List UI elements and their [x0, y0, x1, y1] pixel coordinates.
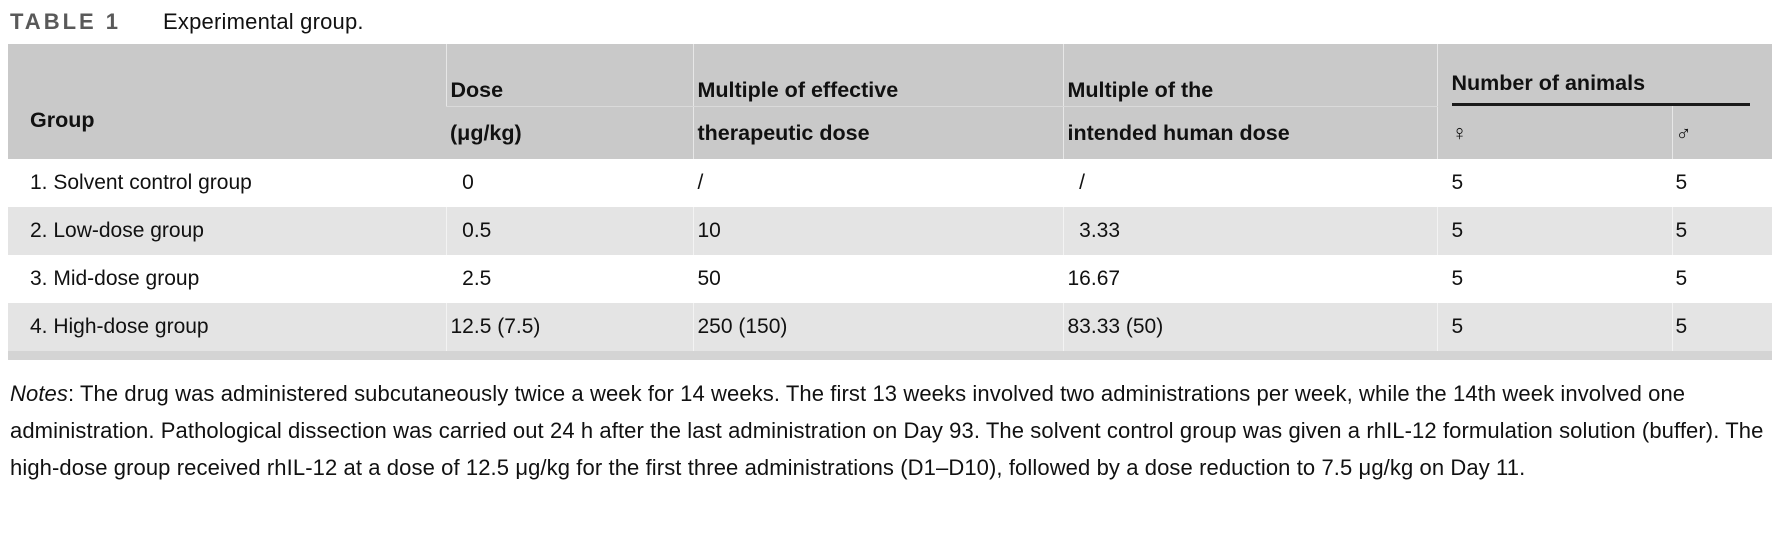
cell-group: 4. High-dose group — [30, 315, 209, 338]
table-row: 1. Solvent control group 0/ /5 5 — [8, 159, 1773, 207]
notes-label: Notes — [10, 381, 68, 406]
cell-group: 2. Low-dose group — [30, 219, 204, 242]
cell-female: 5 — [1436, 255, 1672, 303]
cell-male: 5 — [1671, 255, 1773, 303]
header-group: Group — [8, 44, 446, 159]
cell-effective: 250 (150) — [692, 303, 1063, 351]
header-number-of-animals: Number of animals — [1436, 44, 1773, 106]
table-notes: Notes: The drug was administered subcuta… — [10, 375, 1766, 486]
spanner-rule — [1451, 103, 1751, 106]
cell-human: 16.67 — [1062, 255, 1437, 303]
table-wrap: Group Dose Multiple of effective Multipl… — [8, 44, 1773, 360]
header-effective-line1: Multiple of effective — [692, 44, 1063, 107]
header-effective-line2: therapeutic dose — [692, 106, 1063, 159]
header-human-line2: intended human dose — [1062, 106, 1437, 159]
cell-female: 5 — [1436, 207, 1672, 255]
cell-human: 83.33 (50) — [1062, 303, 1437, 351]
experimental-group-table: Group Dose Multiple of effective Multipl… — [8, 44, 1773, 351]
header-human-line1: Multiple of the — [1062, 44, 1437, 107]
cell-male: 5 — [1671, 303, 1773, 351]
cell-effective: 10 — [692, 207, 1063, 255]
header-dose-line1: Dose — [445, 44, 693, 107]
female-icon: ♀ — [1436, 106, 1672, 159]
table-bottom-border — [8, 351, 1772, 360]
table-row: 3. Mid-dose group 2.5 50 16.67 5 5 — [8, 255, 1773, 303]
number-of-animals-label: Number of animals — [1451, 71, 1646, 95]
cell-dose: 0 — [445, 159, 693, 207]
notes-text: : The drug was administered subcutaneous… — [10, 381, 1764, 480]
header-row-top: Group Dose Multiple of effective Multipl… — [8, 44, 1773, 159]
table-header: Group Dose Multiple of effective Multipl… — [8, 44, 1773, 159]
cell-dose: 0.5 — [445, 207, 693, 255]
cell-effective: 50 — [692, 255, 1063, 303]
cell-group: 1. Solvent control group — [30, 171, 252, 194]
table-caption-text: Experimental group. — [163, 9, 364, 34]
table-caption-row: TABLE 1 Experimental group. — [0, 0, 1780, 44]
male-icon: ♂ — [1671, 106, 1773, 159]
cell-effective: / — [692, 159, 1063, 207]
header-row-bottom: (μg/kg) therapeutic dose intended human … — [8, 106, 1773, 159]
cell-human: / — [1062, 159, 1437, 207]
table-row: 4. High-dose group 12.5 (7.5) 250 (150) 83.… — [8, 303, 1773, 351]
table-body: 1. Solvent control group 0/ /5 5 2. Low-do… — [8, 159, 1773, 351]
cell-male: 5 — [1671, 159, 1773, 207]
cell-dose: 2.5 — [445, 255, 693, 303]
cell-human: 3.33 — [1062, 207, 1437, 255]
paper-table-figure: TABLE 1 Experimental group. Group Dose M… — [0, 0, 1780, 486]
cell-female: 5 — [1436, 303, 1672, 351]
header-dose-line2: (μg/kg) — [446, 106, 693, 159]
cell-group: 3. Mid-dose group — [30, 267, 200, 290]
table-row: 2. Low-dose group 0.5 10 3.33 5 5 — [8, 207, 1773, 255]
cell-male: 5 — [1671, 207, 1773, 255]
cell-female: 5 — [1436, 159, 1672, 207]
cell-dose: 12.5 (7.5) — [445, 303, 693, 351]
table-number-label: TABLE 1 — [10, 9, 122, 34]
